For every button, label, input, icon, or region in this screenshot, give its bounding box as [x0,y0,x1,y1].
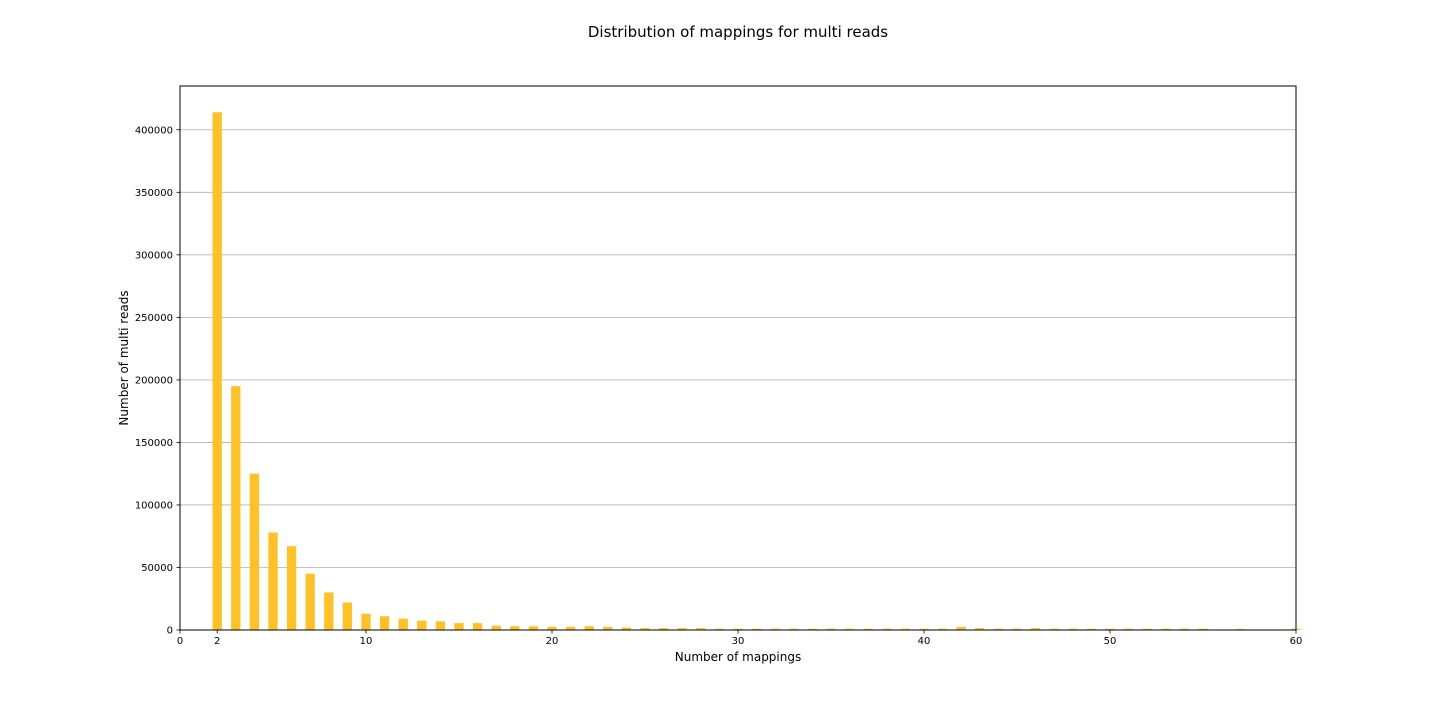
y-tick-label: 350000 [135,188,173,199]
y-tick-label: 50000 [141,563,173,574]
bar-19 [528,626,539,630]
bar-14 [435,621,446,630]
bar-20 [547,626,557,630]
y-tick-label: 150000 [135,438,173,449]
bar-27 [677,628,687,630]
bar-33 [789,628,799,630]
y-axis-label: Number of multi reads [117,290,131,425]
x-axis-label: Number of mappings [675,650,802,664]
y-tick-label: 200000 [135,375,173,386]
bar-50 [1105,628,1115,630]
bar-43 [975,628,985,630]
bar-2 [212,112,222,630]
bar-49 [1086,628,1097,630]
bar-29 [714,628,725,630]
bar-36 [844,628,855,630]
bar-42 [956,626,966,630]
bar-34 [807,628,818,630]
bar-25 [640,628,650,630]
x-axis-ticks: 0 2 10 20 30 40 50 60 [177,630,1303,647]
bar-11 [379,616,390,630]
x-tick-label: 2 [214,636,220,647]
y-tick-label: 300000 [135,250,173,261]
bar-39 [900,628,911,630]
bar-8 [324,592,334,630]
bar-32 [770,628,780,630]
bar-17 [491,625,501,630]
bar-31 [751,628,762,630]
bar-57 [1235,628,1245,630]
bar-38 [882,628,892,630]
bar-9 [342,602,353,630]
bar-47 [1049,628,1059,630]
bar-3 [231,386,241,630]
bar-53 [1161,628,1171,630]
bar-6 [286,546,297,630]
bar-44 [993,628,1004,630]
y-tick-label: 250000 [135,313,173,324]
bar-15 [454,623,464,630]
x-tick-label: 50 [1104,636,1117,647]
bar-13 [417,620,427,630]
bar-48 [1068,628,1078,630]
x-tick-label: 60 [1290,636,1303,647]
bar-23 [603,626,613,630]
bar-41 [937,628,948,630]
bar-45 [1012,628,1022,630]
bar-46 [1030,628,1041,630]
bar-26 [658,628,669,630]
x-tick-label: 30 [732,636,745,647]
bar-4 [249,473,260,630]
gridlines [180,129,1296,568]
bar-21 [565,626,576,630]
bar-52 [1142,628,1152,630]
x-tick-label: 20 [546,636,559,647]
bar-35 [826,628,836,630]
bar-12 [398,618,408,630]
bars [212,112,1301,630]
bar-30 [733,628,743,630]
y-tick-label: 0 [167,626,173,637]
bar-28 [696,628,706,630]
chart-title: Distribution of mappings for multi reads [588,23,888,41]
plot-frame [179,85,1297,631]
bar-37 [863,628,873,630]
y-tick-label: 400000 [135,125,173,136]
bar-18 [510,626,520,630]
y-axis-ticks: 0 50000 100000 150000 200000 250000 300000 3500… [135,125,180,637]
bar-40 [919,628,929,630]
bar-54 [1179,628,1190,630]
x-tick-label: 10 [360,636,373,647]
y-tick-label: 100000 [135,500,173,511]
bar-51 [1123,628,1134,630]
bar-24 [621,627,632,630]
bar-5 [268,532,278,630]
bar-7 [305,573,315,630]
bar-22 [584,626,594,630]
x-tick-label: 0 [177,636,183,647]
x-tick-label: 40 [918,636,931,647]
bar-16 [472,623,483,630]
bar-10 [361,613,371,630]
bar-55 [1198,628,1208,630]
